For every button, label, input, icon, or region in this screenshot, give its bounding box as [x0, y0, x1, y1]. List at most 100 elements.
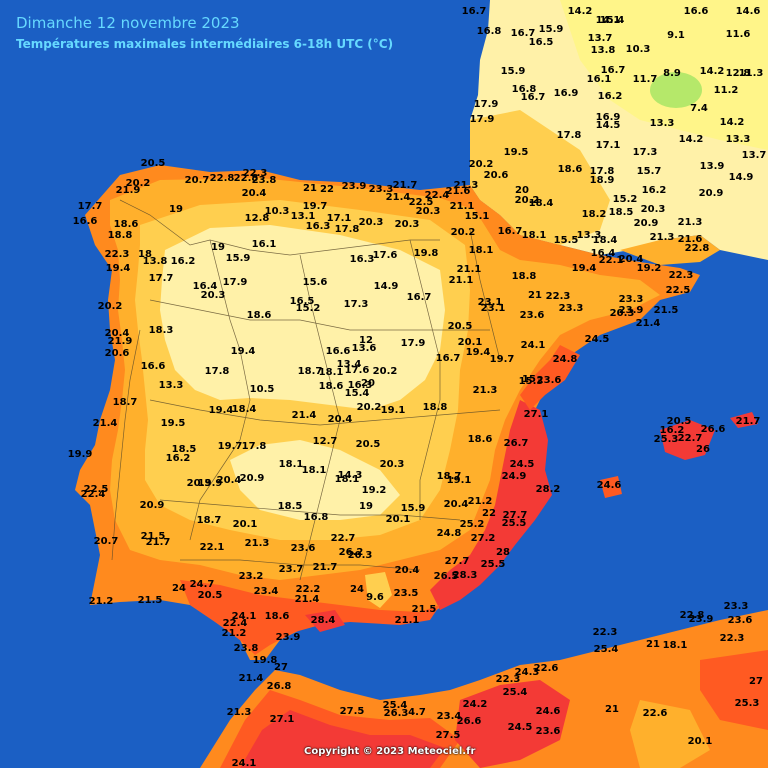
station-temperature: 15.2 — [613, 194, 638, 205]
station-temperature: 13.8 — [591, 45, 616, 56]
station-temperature: 16.6 — [684, 6, 709, 17]
station-temperature: 22.1 — [599, 255, 624, 266]
station-temperature: 16.4 — [591, 248, 616, 259]
station-temperature: 21.9 — [108, 336, 133, 347]
station-temperature: 20.2 — [357, 402, 382, 413]
station-temperature: 23.6 — [537, 375, 562, 386]
station-temperature: 27.7 — [445, 556, 470, 567]
station-temperature: 11.3 — [739, 68, 764, 79]
station-temperature: 13.3 — [726, 134, 751, 145]
station-temperature: 27 — [274, 662, 288, 673]
station-temperature: 20.1 — [688, 736, 713, 747]
station-temperature: 19.4 — [106, 263, 131, 274]
station-temperature: 18.1 — [319, 367, 344, 378]
station-temperature: 25.3 — [735, 698, 760, 709]
station-temperature: 21.4 — [295, 594, 320, 605]
station-temperature: 16.2 — [598, 91, 623, 102]
station-temperature: 15.6 — [303, 277, 328, 288]
station-temperature: 21.4 — [239, 673, 264, 684]
station-temperature: 20.3 — [416, 206, 441, 217]
station-temperature: 23.8 — [252, 175, 277, 186]
station-temperature: 27 — [749, 676, 763, 687]
station-temperature: 10.3 — [265, 206, 290, 217]
station-temperature: 19.4 — [466, 347, 491, 358]
station-temperature: 21 — [646, 639, 660, 650]
station-temperature: 22.3 — [243, 168, 268, 179]
station-temperature: 26.7 — [504, 438, 529, 449]
station-temperature: 23.7 — [279, 564, 304, 575]
station-temperature: 18.7 — [197, 515, 222, 526]
station-temperature: 19.9 — [198, 478, 223, 489]
station-temperature: 22.3 — [720, 633, 745, 644]
station-temperature: 23.9 — [342, 181, 367, 192]
station-temperature: 18.3 — [149, 325, 174, 336]
station-temperature: 17.8 — [590, 166, 615, 177]
station-temperature: 20.3 — [380, 459, 405, 470]
station-temperature: 21.1 — [395, 615, 420, 626]
station-temperature: 25.5 — [502, 518, 527, 529]
station-temperature: 23.8 — [234, 643, 259, 654]
station-temperature: 18.6 — [247, 310, 272, 321]
station-temperature: 24 — [172, 583, 186, 594]
station-temperature: 12.7 — [313, 436, 338, 447]
station-temperature: 20.2 — [373, 366, 398, 377]
station-temperature: 22.2 — [296, 584, 321, 595]
station-temperature: 14.1 — [596, 15, 621, 26]
station-temperature: 20.3 — [187, 478, 212, 489]
station-temperature: 23.1 — [481, 303, 506, 314]
station-temperature: 11.2 — [714, 85, 739, 96]
station-temperature: 17.8 — [205, 366, 230, 377]
station-temperature: 25.4 — [594, 644, 619, 655]
station-temperature: 22.5 — [666, 285, 691, 296]
station-temperature: 21.7 — [313, 562, 338, 573]
station-temperature: 17.9 — [474, 99, 499, 110]
station-temperature: 15.2 — [296, 303, 321, 314]
station-temperature: 26.2 — [339, 547, 364, 558]
station-temperature: 20.6 — [484, 170, 509, 181]
station-temperature: 16.1 — [587, 74, 612, 85]
station-temperature: 17.7 — [78, 201, 103, 212]
station-temperature: 21.9 — [116, 185, 141, 196]
station-temperature: 22.6 — [643, 708, 668, 719]
station-temperature: 18.1 — [335, 474, 360, 485]
station-temperature: 18.1 — [302, 465, 327, 476]
station-temperature: 25.3 — [654, 434, 679, 445]
station-temperature: 22.3 — [546, 291, 571, 302]
station-temperature: 24.6 — [597, 480, 622, 491]
station-temperature: 24.7 — [190, 579, 215, 590]
station-temperature: 15.9 — [539, 24, 564, 35]
station-temperature: 22.1 — [200, 542, 225, 553]
station-temperature: 17.6 — [373, 250, 398, 261]
station-temperature: 15.4 — [600, 15, 625, 26]
station-temperature: 27.1 — [524, 409, 549, 420]
station-temperature: 22.8 — [680, 610, 705, 621]
station-temperature: 24.6 — [536, 706, 561, 717]
station-temperature: 17.1 — [327, 213, 352, 224]
station-temperature: 28.4 — [311, 615, 336, 626]
station-temperature: 9.1 — [667, 30, 685, 41]
station-temperature: 19.7 — [218, 441, 243, 452]
station-temperature: 18.4 — [529, 198, 554, 209]
station-temperature: 17.7 — [149, 273, 174, 284]
station-temperature: 20.7 — [185, 175, 210, 186]
station-temperature: 19.4 — [209, 405, 234, 416]
station-temperature: 23.6 — [520, 310, 545, 321]
station-temperature: 19 — [359, 501, 373, 512]
station-temperature: 14.9 — [374, 281, 399, 292]
station-temperature: 15.3 — [519, 376, 544, 387]
station-labels: 14.215.414.19.114.616.616.716.515.913.71… — [68, 6, 767, 768]
station-temperature: 19.7 — [490, 354, 515, 365]
station-temperature: 7.4 — [690, 103, 708, 114]
station-temperature: 21.2 — [222, 628, 247, 639]
station-temperature: 13.6 — [352, 343, 377, 354]
station-temperature: 18 — [138, 249, 152, 260]
station-temperature: 18.5 — [278, 501, 303, 512]
station-temperature: 16.3 — [350, 254, 375, 265]
station-temperature: 18.8 — [108, 230, 133, 241]
station-temperature: 14.6 — [736, 6, 761, 17]
station-temperature: 16.2 — [642, 185, 667, 196]
station-temperature: 15.7 — [637, 166, 662, 177]
station-temperature: 26 — [696, 444, 710, 455]
station-temperature: 14.2 — [700, 66, 725, 77]
station-temperature: 16.4 — [193, 281, 218, 292]
